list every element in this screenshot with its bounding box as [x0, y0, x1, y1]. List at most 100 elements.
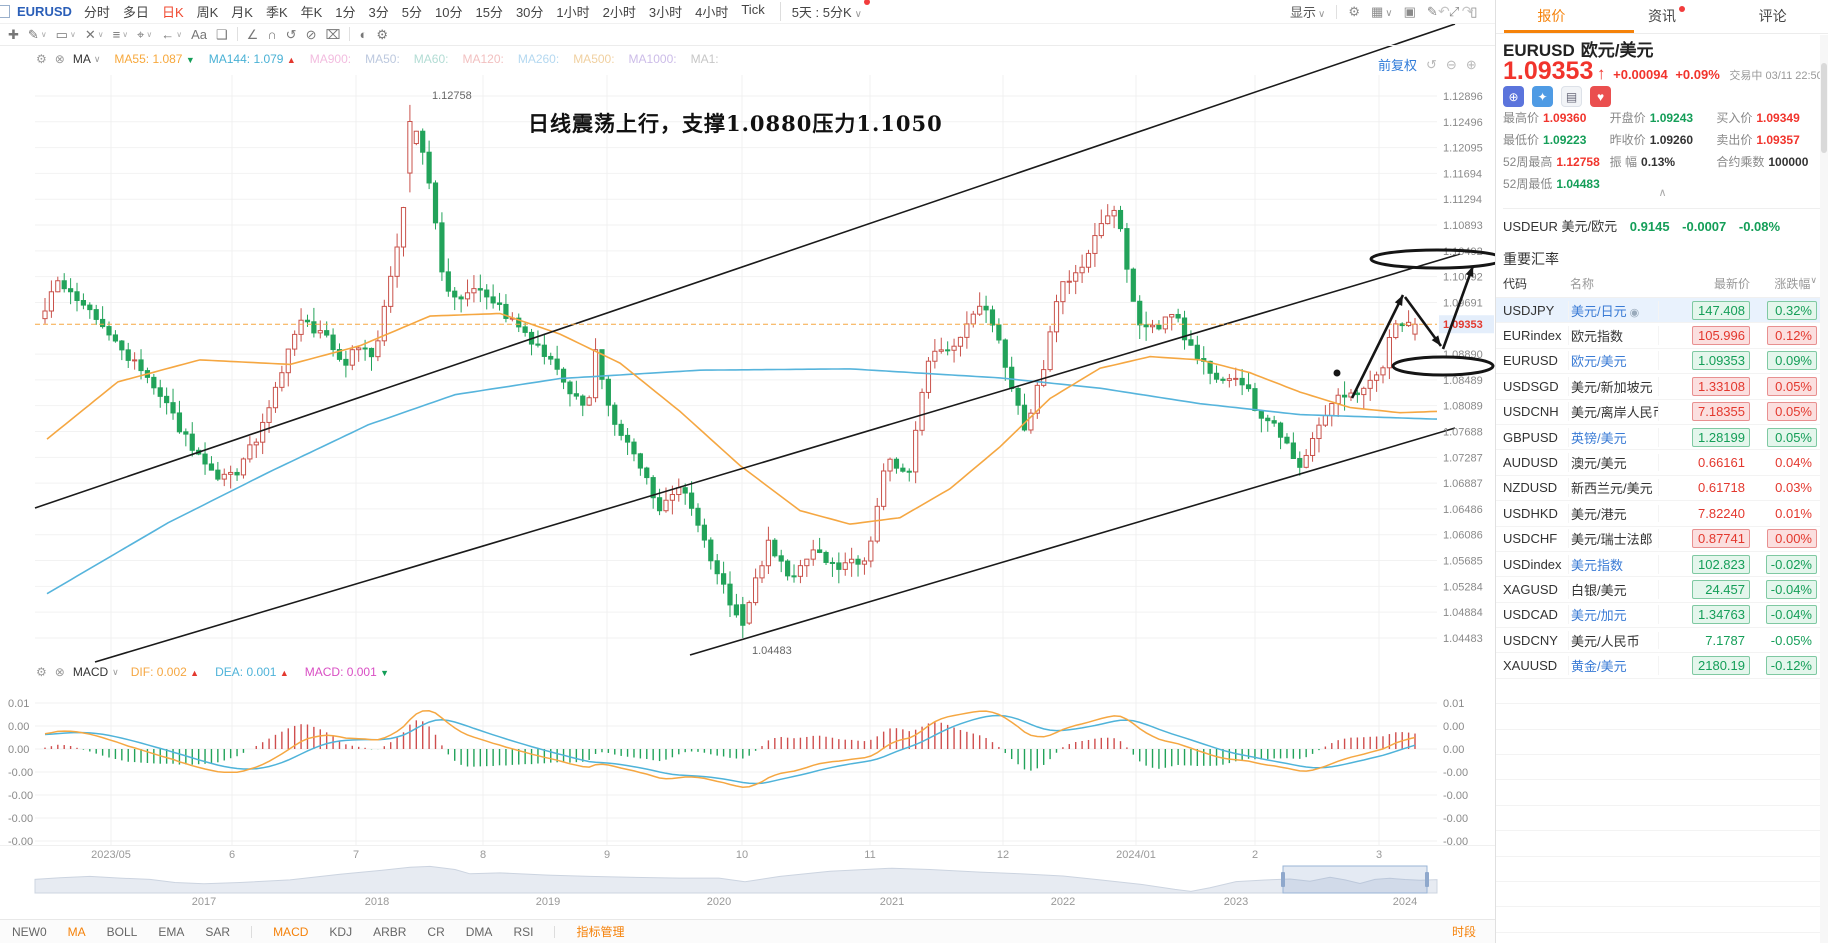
- ma-legend-item[interactable]: MA260:: [518, 52, 559, 66]
- timeframe-年K[interactable]: 年K: [300, 5, 323, 20]
- table-row-USDindex[interactable]: USDindex 美元指数 102.823 -0.02%: [1496, 552, 1828, 578]
- ma-legend-item[interactable]: MA144: 1.079 ▲: [208, 52, 296, 66]
- panel-tab-评论[interactable]: 评论: [1758, 8, 1787, 24]
- gear-icon[interactable]: ⚙: [36, 52, 47, 66]
- cross-tool[interactable]: ✕ ∨: [85, 27, 104, 43]
- ma-legend-item[interactable]: MA900:: [310, 52, 351, 66]
- table-row-USDJPY[interactable]: USDJPY 美元/日元 ◉ 147.408 0.32%: [1496, 298, 1828, 324]
- move-tool[interactable]: ✚: [8, 27, 19, 43]
- trend-channel-line[interactable]: [689, 427, 1456, 656]
- arrow-tool[interactable]: ← ∨: [161, 27, 182, 43]
- indicator-tab-NEW0[interactable]: NEW0: [12, 924, 47, 939]
- usdeur-row[interactable]: USDEUR 美元/欧元 0.9145 -0.0007 -0.08%: [1503, 208, 1821, 235]
- adjust-mode-link[interactable]: 前复权: [1378, 58, 1418, 73]
- shape-tool[interactable]: ▭ ∨: [56, 27, 76, 43]
- text-tool[interactable]: Aa: [191, 27, 207, 43]
- gann-tool[interactable]: ⌖ ∨: [137, 27, 152, 43]
- bookmark-icon[interactable]: ▤: [1561, 86, 1582, 107]
- panel-tab-资讯[interactable]: 资讯: [1607, 0, 1718, 33]
- table-row-USDCNY[interactable]: USDCNY 美元/人民币 7.1787 -0.05%: [1496, 628, 1828, 654]
- fullscreen-icon[interactable]: ⤢: [1448, 3, 1460, 19]
- symbol-label[interactable]: EURUSD: [17, 4, 72, 19]
- timeframe-10分[interactable]: 10分: [435, 5, 463, 20]
- timeframe-1分[interactable]: 1分: [335, 5, 356, 20]
- timeframe-4小时[interactable]: 4小时: [695, 5, 729, 20]
- ma-legend-item[interactable]: MA55: 1.087 ▼: [114, 52, 195, 66]
- camera-icon[interactable]: ▣: [1403, 3, 1416, 19]
- navigator-selection[interactable]: [1282, 865, 1428, 894]
- close-circle-icon[interactable]: ⊗: [54, 665, 65, 679]
- panel-tab-报价[interactable]: 报价: [1537, 8, 1566, 24]
- indicator-tab-MA[interactable]: MA: [67, 924, 86, 939]
- collapse-chevron-icon[interactable]: ∧: [1658, 187, 1667, 199]
- indicator-tab-MACD[interactable]: MACD: [273, 924, 309, 939]
- line-tool[interactable]: ≡ ∨: [113, 27, 128, 43]
- timeframe-Tick[interactable]: Tick: [741, 2, 765, 17]
- timeframe-2小时[interactable]: 2小时: [602, 5, 636, 20]
- timeframe-3分[interactable]: 3分: [368, 5, 389, 20]
- angle-tool[interactable]: ∠: [247, 27, 259, 43]
- indicator-tab-指标管理[interactable]: 指标管理: [576, 925, 625, 939]
- timeframe-1小时[interactable]: 1小时: [556, 5, 590, 20]
- draw-icon[interactable]: ✎: [1426, 3, 1438, 19]
- trend-channel-line[interactable]: [94, 253, 1461, 663]
- table-row-GBPUSD[interactable]: GBPUSD 英镑/美元 1.28199 0.05%: [1496, 425, 1828, 451]
- table-row-USDHKD[interactable]: USDHKD 美元/港元 7.82240 0.01%: [1496, 501, 1828, 527]
- table-row-EURindex[interactable]: EURindex 欧元指数 105.996 0.12%: [1496, 323, 1828, 349]
- cycle-tool[interactable]: ↺: [286, 27, 297, 43]
- ma-legend-item[interactable]: MA50:: [365, 52, 400, 66]
- tool-settings[interactable]: ⚙: [376, 27, 388, 43]
- timeframe-季K[interactable]: 季K: [265, 5, 288, 20]
- trend-channel-line[interactable]: [34, 23, 1456, 509]
- timeframe-多日[interactable]: 多日: [122, 5, 149, 20]
- close-circle-icon[interactable]: ⊗: [54, 52, 65, 66]
- ma-legend-item[interactable]: MA120:: [462, 52, 503, 66]
- ma-legend-item[interactable]: MA60:: [414, 52, 449, 66]
- undo-icon[interactable]: ↶: [1438, 3, 1450, 19]
- timeframe-分时[interactable]: 分时: [83, 5, 110, 20]
- indicator-tab-CR[interactable]: CR: [427, 924, 445, 939]
- favorite-heart-icon[interactable]: ♥: [1590, 86, 1611, 107]
- settings-icon[interactable]: ⚙: [1348, 3, 1360, 19]
- table-row-NZDUSD[interactable]: NZDUSD 新西兰元/美元 0.61718 0.03%: [1496, 476, 1828, 502]
- indicator-tab-BOLL[interactable]: BOLL: [106, 924, 138, 939]
- indicator-tab-ARBR[interactable]: ARBR: [373, 924, 407, 939]
- timeframe-月K[interactable]: 月K: [231, 5, 253, 20]
- timeframe-3小时[interactable]: 3小时: [648, 5, 683, 20]
- navigator-handle-left[interactable]: [1281, 872, 1285, 887]
- table-row-USDCHF[interactable]: USDCHF 美元/瑞士法郎 0.87741 0.00%: [1496, 527, 1828, 552]
- zoom-in-icon[interactable]: ⊕: [1465, 56, 1477, 72]
- indicator-tab-KDJ[interactable]: KDJ: [329, 924, 353, 939]
- ma-indicator-name[interactable]: MA: [72, 52, 91, 66]
- magnet-tool[interactable]: ∩: [267, 27, 276, 43]
- indicator-tab-SAR[interactable]: SAR: [205, 924, 231, 939]
- table-row-USDSGD[interactable]: USDSGD 美元/新加坡元 1.33108 0.05%: [1496, 374, 1828, 400]
- sort-caret-icon[interactable]: ∨: [1810, 275, 1817, 285]
- main-chart[interactable]: 1.12896 1.12496 1.12095 1.11694 1.11294 1.108…: [0, 0, 1495, 943]
- brush-tool[interactable]: ✎ ∨: [28, 27, 47, 43]
- table-row-EURUSD[interactable]: EURUSD 欧元/美元 1.09353 0.09%: [1496, 349, 1828, 375]
- display-menu[interactable]: 显示 ∨: [1290, 5, 1326, 20]
- tag-icon[interactable]: ✦: [1532, 86, 1553, 107]
- macd-indicator-name[interactable]: MACD: [72, 665, 109, 679]
- hide-tool[interactable]: ⊘: [306, 27, 317, 43]
- timeframe-5分[interactable]: 5分: [401, 5, 422, 20]
- comment-tool[interactable]: ❑: [216, 27, 228, 43]
- indicator-tab-EMA[interactable]: EMA: [158, 924, 185, 939]
- indicator-tab-RSI[interactable]: RSI: [513, 924, 534, 939]
- layout-icon[interactable]: ▦ ∨: [1371, 3, 1393, 19]
- table-row-XAUUSD[interactable]: XAUUSD 黄金/美元 2180.19 -0.12%: [1496, 653, 1828, 679]
- ma-legend-item[interactable]: MA1:: [691, 52, 719, 66]
- navigator-handle-right[interactable]: [1425, 872, 1429, 887]
- timeframe-日K[interactable]: 日K: [161, 5, 184, 20]
- period-tab[interactable]: 时段: [1452, 924, 1477, 939]
- navigator-area[interactable]: [34, 865, 1438, 894]
- table-row-AUDUSD[interactable]: AUDUSD 澳元/美元 0.66161 0.04%: [1496, 450, 1828, 476]
- timeframe-15分[interactable]: 15分: [475, 5, 503, 20]
- timeframe-周K[interactable]: 周K: [196, 5, 219, 20]
- table-row-XAGUSD[interactable]: XAGUSD 白银/美元 24.457 -0.04%: [1496, 577, 1828, 603]
- delete-tool[interactable]: ⌧: [325, 27, 340, 43]
- table-row-USDCAD[interactable]: USDCAD 美元/加元 1.34763 -0.04%: [1496, 603, 1828, 629]
- indicator-tab-DMA[interactable]: DMA: [465, 924, 493, 939]
- ma-legend-item[interactable]: MA1000:: [629, 52, 677, 66]
